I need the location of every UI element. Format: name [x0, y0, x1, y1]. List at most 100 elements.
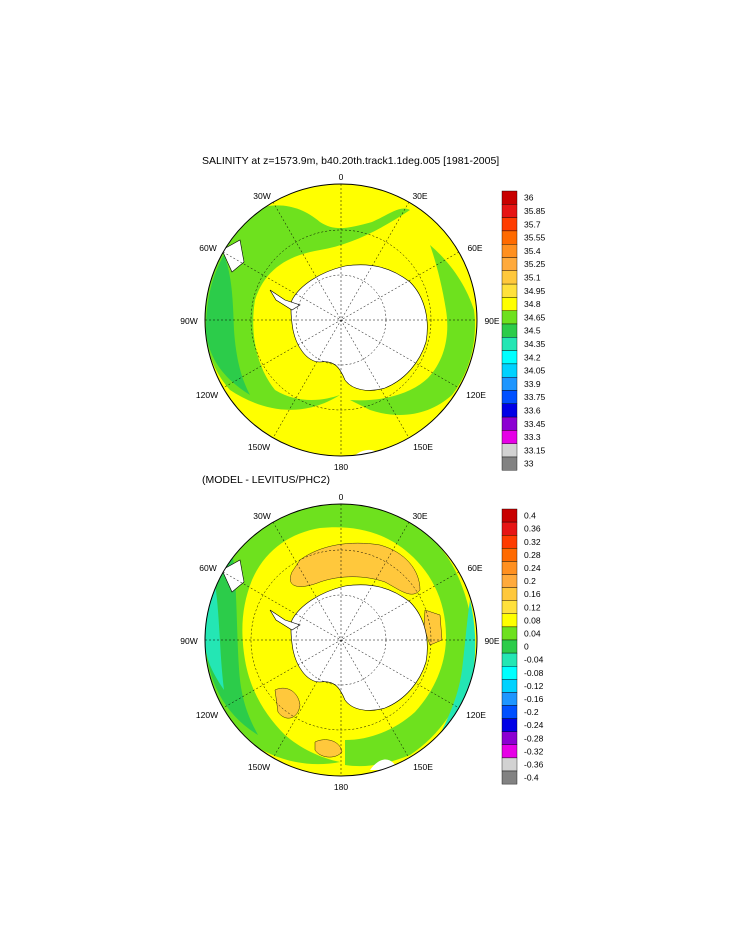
salinity-colorbar-swatch-1 — [501, 204, 518, 218]
lon-label-30e: 30E — [412, 191, 427, 201]
salinity-colorbar: 36 35.85 35.7 35.55 35.4 35.25 35.1 34.95 34.8 34… — [501, 190, 546, 471]
difference-colorbar-label-13: -0.12 — [524, 681, 544, 691]
lon-label-60e-bottom: 60E — [467, 563, 482, 573]
lon-label-150e-bottom: 150E — [413, 762, 433, 772]
diff-field-orange-southwest — [274, 687, 301, 719]
salinity-map: 0 30E 60E 90E 120E 150E 180 150W 120W 90… — [180, 172, 500, 472]
difference-colorbar-label-0: 0.4 — [524, 511, 536, 521]
salinity-colorbar-label-20: 33 — [524, 459, 534, 469]
difference-colorbar-label-10: 0 — [524, 642, 529, 652]
difference-colorbar-label-6: 0.16 — [524, 589, 541, 599]
difference-colorbar-label-18: -0.32 — [524, 746, 544, 756]
antarctica-landmass — [290, 264, 428, 391]
lon-label-90e: 90E — [484, 316, 499, 326]
salinity-colorbar-swatch-5 — [501, 257, 518, 272]
salinity-colorbar-label-12: 34.2 — [524, 352, 541, 362]
salinity-colorbar-swatch-10 — [501, 323, 518, 338]
salinity-colorbar-swatch-18 — [501, 430, 518, 444]
salinity-field-green-west — [205, 205, 410, 410]
difference-colorbar-swatch-15 — [501, 705, 518, 719]
difference-colorbar-label-19: -0.36 — [524, 759, 544, 769]
lon-label-150e: 150E — [413, 442, 433, 452]
lon-label-120w: 120W — [196, 390, 218, 400]
salinity-colorbar-label-4: 35.4 — [524, 246, 541, 256]
salinity-colorbar-label-11: 34.35 — [524, 339, 546, 349]
difference-colorbar-label-7: 0.12 — [524, 602, 541, 612]
diff-field-orange-south — [314, 739, 343, 758]
difference-colorbar-swatch-8 — [501, 613, 518, 628]
salinity-colorbar-label-17: 33.45 — [524, 419, 546, 429]
lon-label-120w-bottom: 120W — [196, 710, 218, 720]
difference-colorbar-label-3: 0.28 — [524, 550, 541, 560]
lon-label-30e-bottom: 30E — [412, 511, 427, 521]
difference-colorbar-swatch-5 — [501, 574, 518, 588]
difference-colorbar-label-9: 0.04 — [524, 628, 541, 638]
lon-label-60w: 60W — [199, 243, 216, 253]
salinity-colorbar-label-8: 34.8 — [524, 299, 541, 309]
salinity-field-darkgreen-west — [206, 255, 250, 395]
antarctic-peninsula-bottom — [269, 609, 301, 631]
map-boundary-bottom — [204, 503, 478, 777]
difference-colorbar-label-12: -0.08 — [524, 668, 544, 678]
lon-label-90w-bottom: 90W — [180, 636, 197, 646]
diff-field-orange-ring — [290, 542, 421, 595]
salinity-colorbar-swatch-7 — [501, 283, 518, 298]
lon-label-60e: 60E — [467, 243, 482, 253]
salinity-colorbar-swatch-2 — [501, 217, 518, 232]
longitude-labels-bottom: 0 30E 60E 90E 120E 150E 180 150W 120W 90… — [180, 492, 500, 792]
salinity-colorbar-label-6: 35.1 — [524, 272, 541, 282]
salinity-colorbar-label-3: 35.55 — [524, 233, 546, 243]
salinity-colorbar-swatch-3 — [501, 230, 518, 245]
difference-colorbar-swatch-1 — [501, 521, 518, 536]
lon-label-120e-bottom: 120E — [466, 710, 486, 720]
difference-colorbar-swatch-19 — [501, 757, 518, 772]
difference-colorbar-swatch-10 — [501, 639, 518, 654]
salinity-colorbar-label-5: 35.25 — [524, 259, 546, 269]
salinity-colorbar-swatch-13 — [501, 363, 518, 378]
salinity-field-green-east — [350, 245, 476, 415]
diff-field-darkgreen-west — [206, 550, 258, 735]
antarctica-landmass-bottom — [290, 584, 428, 711]
difference-colorbar-swatch-6 — [501, 587, 518, 601]
salinity-colorbar-swatch-8 — [501, 297, 518, 311]
difference-colorbar-label-2: 0.32 — [524, 537, 541, 547]
lon-label-30w-bottom: 30W — [253, 511, 270, 521]
lon-label-0: 0 — [339, 172, 344, 182]
difference-colorbar-swatch-18 — [501, 744, 518, 759]
difference-colorbar-label-16: -0.24 — [524, 720, 544, 730]
salinity-colorbar-swatch-9 — [501, 310, 518, 325]
salinity-colorbar-swatch-19 — [501, 443, 518, 458]
salinity-colorbar-label-9: 34.65 — [524, 312, 546, 322]
difference-colorbar-swatch-3 — [501, 548, 518, 562]
difference-map: 0 30E 60E 90E 120E 150E 180 150W 120W 90… — [180, 492, 500, 792]
salinity-colorbar-swatch-0 — [501, 190, 518, 205]
difference-colorbar-swatch-14 — [501, 692, 518, 706]
lon-label-90w: 90W — [180, 316, 197, 326]
salinity-colorbar-swatch-20 — [501, 456, 518, 471]
lon-label-60w-bottom: 60W — [199, 563, 216, 573]
salinity-colorbar-label-0: 36 — [524, 193, 534, 203]
top-panel-title: SALINITY at z=1573.9m, b40.20th.track1.1… — [202, 155, 500, 167]
salinity-colorbar-swatch-15 — [501, 390, 518, 405]
salinity-colorbar-swatch-12 — [501, 350, 518, 365]
difference-colorbar-label-5: 0.2 — [524, 576, 536, 586]
difference-colorbar-swatch-2 — [501, 535, 518, 549]
difference-colorbar-swatch-7 — [501, 600, 518, 615]
difference-colorbar-swatch-20 — [501, 770, 518, 785]
bottom-panel-title: (MODEL - LEVITUS/PHC2) — [202, 474, 330, 486]
salinity-colorbar-swatch-17 — [501, 416, 518, 431]
salinity-colorbar-label-10: 34.5 — [524, 326, 541, 336]
graticule — [205, 184, 477, 456]
salinity-colorbar-swatch-4 — [501, 243, 518, 258]
difference-colorbar-swatch-9 — [501, 626, 518, 641]
difference-colorbar-swatch-4 — [501, 561, 518, 575]
salinity-colorbar-label-14: 33.9 — [524, 379, 541, 389]
difference-colorbar-label-20: -0.4 — [524, 773, 539, 783]
difference-colorbar-swatch-11 — [501, 652, 518, 667]
lon-label-180: 180 — [334, 462, 348, 472]
difference-colorbar-swatch-12 — [501, 666, 518, 680]
lon-label-90e-bottom: 90E — [484, 636, 499, 646]
difference-colorbar-label-1: 0.36 — [524, 524, 541, 534]
lon-label-0-bottom: 0 — [339, 492, 344, 502]
